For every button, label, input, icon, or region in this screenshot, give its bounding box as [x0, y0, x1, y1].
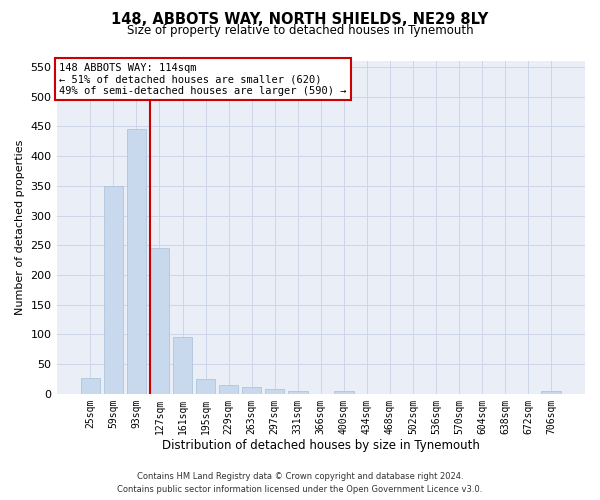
- Bar: [80, 378, 100, 394]
- Bar: [242, 386, 262, 394]
- Bar: [104, 186, 123, 394]
- Bar: [288, 391, 308, 394]
- Text: 148, ABBOTS WAY, NORTH SHIELDS, NE29 8LY: 148, ABBOTS WAY, NORTH SHIELDS, NE29 8LY: [112, 12, 488, 28]
- Text: Size of property relative to detached houses in Tynemouth: Size of property relative to detached ho…: [127, 24, 473, 37]
- Bar: [173, 338, 193, 394]
- Bar: [265, 389, 284, 394]
- X-axis label: Distribution of detached houses by size in Tynemouth: Distribution of detached houses by size …: [162, 440, 480, 452]
- Bar: [127, 130, 146, 394]
- Bar: [541, 392, 561, 394]
- Text: 148 ABBOTS WAY: 114sqm
← 51% of detached houses are smaller (620)
49% of semi-de: 148 ABBOTS WAY: 114sqm ← 51% of detached…: [59, 62, 347, 96]
- Bar: [334, 392, 353, 394]
- Bar: [219, 385, 238, 394]
- Text: Contains HM Land Registry data © Crown copyright and database right 2024.
Contai: Contains HM Land Registry data © Crown c…: [118, 472, 482, 494]
- Y-axis label: Number of detached properties: Number of detached properties: [15, 140, 25, 315]
- Bar: [196, 379, 215, 394]
- Bar: [149, 248, 169, 394]
